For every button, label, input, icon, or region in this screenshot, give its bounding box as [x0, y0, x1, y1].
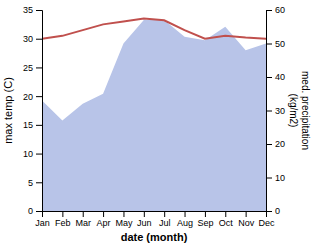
y2-tick-label: 30	[275, 106, 285, 116]
x-tick-label: Jul	[159, 218, 171, 228]
y-tick: 0	[28, 206, 42, 216]
x-tick-label: Nov	[238, 218, 255, 228]
y2-tick: 10	[266, 173, 285, 183]
y2-tick: 0	[266, 206, 280, 216]
y2-tick-mark	[266, 44, 272, 45]
y2-axis-title-line: med. precipitation	[300, 71, 311, 150]
y2-tick-label: 0	[275, 206, 280, 216]
y2-axis-title: med. precipitation(kg/m2)	[288, 71, 311, 150]
x-axis-title: date (month)	[121, 231, 188, 243]
x-tick: Apr	[97, 211, 111, 228]
x-tick: Jan	[35, 211, 50, 228]
x-tick-mark	[164, 211, 165, 217]
axis-line	[36, 11, 43, 212]
x-tick: Jul	[159, 211, 171, 228]
x-tick-mark	[185, 211, 186, 217]
y2-tick-label: 60	[275, 5, 285, 15]
x-tick-label: Jun	[137, 218, 152, 228]
y-tick: 10	[23, 149, 42, 159]
x-tick-mark	[205, 211, 206, 217]
chart: JanFebMarAprMayJunJulAugSepOctNovDec0510…	[0, 0, 318, 247]
y-tick-label: 0	[28, 206, 33, 216]
x-tick-label: Mar	[75, 218, 91, 228]
y-axis-title: max temp (C)	[2, 77, 14, 144]
x-tick-label: Oct	[219, 218, 234, 228]
y-tick: 20	[23, 92, 42, 102]
y2-tick-mark	[266, 77, 272, 78]
axis-line	[43, 212, 267, 218]
y2-tick-mark	[266, 178, 272, 179]
y-tick: 25	[23, 63, 42, 73]
y-tick-label: 25	[23, 63, 33, 73]
y2-tick: 40	[266, 72, 285, 82]
y-tick-mark	[36, 154, 42, 155]
y-tick-mark	[36, 211, 42, 212]
y-tick: 30	[23, 34, 42, 44]
x-tick: Aug	[177, 211, 193, 228]
y2-tick-mark	[266, 111, 272, 112]
x-tick-mark	[123, 211, 124, 217]
y-tick-label: 5	[28, 178, 33, 188]
y2-tick: 60	[266, 5, 285, 15]
y2-tick-mark	[266, 10, 272, 11]
y2-tick-label: 20	[275, 139, 285, 149]
y-tick-label: 10	[23, 149, 33, 159]
y2-tick-label: 40	[275, 72, 285, 82]
x-tick: Feb	[55, 211, 71, 228]
x-tick: Dec	[258, 211, 275, 228]
x-tick-label: Dec	[258, 218, 275, 228]
x-tick-mark	[225, 211, 226, 217]
x-tick: Nov	[238, 211, 255, 228]
y-tick-mark	[36, 67, 42, 68]
y-tick: 15	[23, 120, 42, 130]
y2-tick-label: 10	[275, 173, 285, 183]
y-tick-label: 20	[23, 92, 33, 102]
y-tick-label: 30	[23, 34, 33, 44]
x-tick: Sep	[197, 211, 213, 228]
y-tick: 35	[23, 5, 42, 15]
marks	[42, 19, 266, 211]
x-tick-mark	[246, 211, 247, 217]
x-axis: Jan Feb Mar Apr May Jun Jul Aug Sep Oct NovDec	[35, 211, 275, 228]
y-tick-label: 15	[23, 120, 33, 130]
x-tick: Mar	[75, 211, 91, 228]
x-tick-label: Aug	[177, 218, 193, 228]
y-tick-mark	[36, 96, 42, 97]
x-tick-label: Feb	[55, 218, 71, 228]
y2-tick: 30	[266, 106, 285, 116]
y-axis: 0 5 10 15 20 25 30 35	[23, 5, 43, 216]
x-tick-label: Sep	[197, 218, 213, 228]
y-tick-mark	[36, 10, 42, 11]
x-tick-label: May	[115, 218, 133, 228]
x-tick-mark	[103, 211, 104, 217]
axis-line	[267, 11, 273, 212]
precipitation-area	[42, 20, 266, 211]
x-tick: Jun	[137, 211, 152, 228]
x-tick: May	[115, 211, 133, 228]
y-tick-mark	[36, 182, 42, 183]
x-tick-mark	[83, 211, 84, 217]
x-tick-label: Jan	[35, 218, 50, 228]
plot: JanFebMarAprMayJunJulAugSepOctNovDec0510…	[23, 5, 285, 228]
y2-axis-title-line: (kg/m2)	[288, 94, 299, 128]
y-tick-mark	[36, 125, 42, 126]
y-tick-mark	[36, 39, 42, 40]
y2-tick-label: 50	[275, 39, 285, 49]
y2-tick: 20	[266, 139, 285, 149]
x-tick-mark	[62, 211, 63, 217]
y2-axis: 0 10 20 30 40 50 60	[266, 5, 285, 216]
y2-tick-mark	[266, 211, 272, 212]
y-tick: 5	[28, 178, 42, 188]
y2-tick-mark	[266, 144, 272, 145]
x-tick-label: Apr	[97, 218, 111, 228]
x-tick-mark	[144, 211, 145, 217]
y2-tick: 50	[266, 39, 285, 49]
x-tick: Oct	[219, 211, 234, 228]
y-tick-label: 35	[23, 5, 33, 15]
temperature-line	[42, 19, 266, 39]
